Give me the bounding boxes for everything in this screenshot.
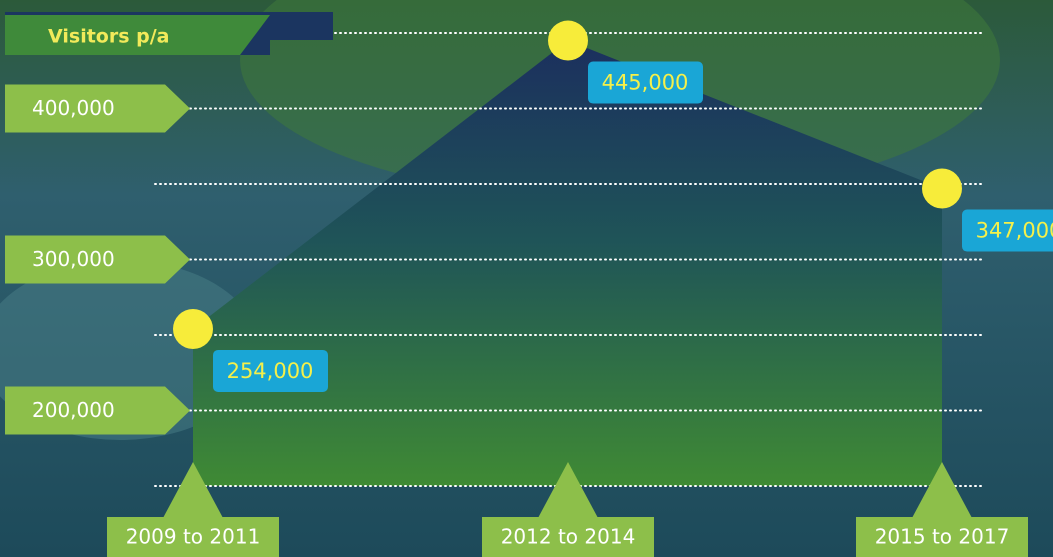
data-point	[173, 308, 213, 349]
chart-title: Visitors p/a	[48, 26, 170, 48]
x-tick-box	[482, 517, 654, 557]
data-point	[922, 168, 962, 209]
title-box	[5, 15, 270, 55]
x-tick-label: 2012 to 2014	[501, 525, 636, 549]
value-label: 445,000	[602, 71, 689, 95]
x-tick-pointer	[163, 462, 223, 518]
x-tick-label: 2009 to 2011	[126, 525, 261, 549]
area	[193, 40, 942, 487]
value-label-box	[962, 209, 1053, 252]
y-tick-label: 300,000	[32, 247, 115, 271]
x-tick-label: 2015 to 2017	[875, 525, 1010, 549]
value-label-box	[213, 349, 328, 392]
value-label: 254,000	[227, 359, 314, 383]
x-tick-pointer	[538, 462, 598, 518]
y-tick-box	[5, 235, 190, 284]
y-tick-box	[5, 386, 190, 435]
value-label: 347,000	[976, 219, 1053, 243]
y-tick-label: 200,000	[32, 398, 115, 422]
x-tick-box	[107, 517, 279, 557]
data-point	[548, 20, 588, 61]
y-tick-label: 400,000	[32, 96, 115, 120]
y-tick-box	[5, 84, 190, 133]
x-tick-pointer	[912, 462, 972, 518]
x-tick-box	[856, 517, 1028, 557]
value-label-box	[588, 61, 703, 104]
